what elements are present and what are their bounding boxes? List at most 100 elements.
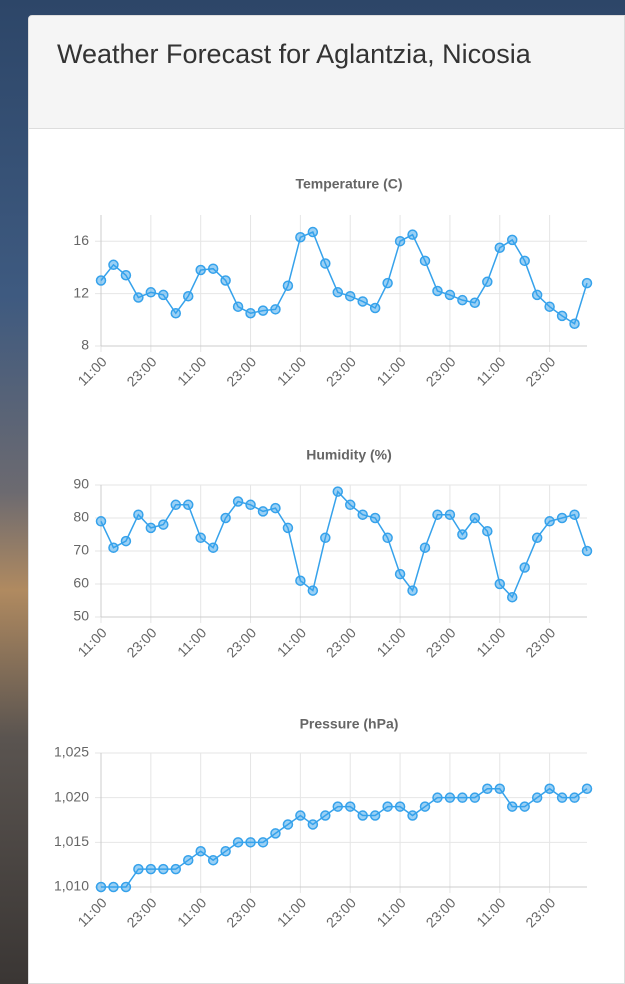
data-point [257, 305, 269, 316]
x-tick-label: 23:00 [323, 894, 359, 930]
data-point [407, 810, 418, 821]
data-point [108, 881, 119, 893]
x-tick-label: 23:00 [423, 624, 459, 660]
data-point [407, 585, 418, 596]
data-point [506, 801, 518, 812]
data-point [531, 792, 543, 803]
data-point [257, 837, 269, 848]
x-tick-label: 11:00 [74, 353, 110, 389]
y-tick-label: 8 [81, 337, 89, 353]
data-point [469, 512, 481, 524]
data-point [457, 294, 468, 306]
data-point [220, 846, 231, 857]
chart-title: Temperature (C) [295, 176, 402, 192]
data-point [170, 499, 182, 511]
data-point [332, 287, 344, 298]
x-tick-label: 23:00 [223, 894, 259, 930]
x-tick-label: 23:00 [522, 624, 558, 660]
x-tick-label: 11:00 [274, 894, 310, 930]
x-tick-label: 23:00 [522, 894, 558, 930]
data-point [195, 532, 206, 544]
data-point [494, 783, 506, 794]
data-point [257, 506, 269, 517]
data-point [245, 308, 256, 319]
data-point [232, 496, 244, 507]
data-point [531, 289, 543, 301]
data-point [158, 289, 169, 301]
data-point [357, 296, 368, 307]
y-tick-label: 16 [73, 232, 89, 248]
data-point [207, 542, 219, 553]
data-point [556, 310, 568, 322]
data-point [369, 810, 381, 821]
data-point [544, 301, 555, 312]
x-tick-label: 11:00 [373, 624, 409, 660]
data-line [101, 787, 588, 888]
data-point [108, 259, 119, 271]
data-point [569, 509, 580, 520]
data-point [320, 258, 331, 269]
data-point [419, 542, 431, 553]
data-point [307, 585, 319, 596]
y-tick-label: 60 [73, 575, 89, 591]
data-point [145, 863, 157, 875]
data-point [382, 532, 393, 544]
data-point [394, 801, 406, 812]
y-tick-label: 1,015 [54, 833, 89, 849]
x-tick-label: 23:00 [223, 353, 259, 389]
data-point [270, 828, 281, 839]
x-tick-label: 11:00 [373, 353, 409, 389]
data-point [357, 509, 368, 520]
x-tick-label: 11:00 [373, 894, 409, 930]
data-point [95, 881, 107, 893]
data-point [382, 801, 393, 812]
data-point [544, 783, 555, 794]
page-title: Weather Forecast for Aglantzia, Nicosia [57, 39, 531, 69]
data-point [182, 499, 194, 511]
data-point [469, 297, 481, 309]
data-point [394, 568, 406, 580]
data-point [369, 302, 381, 314]
data-point [581, 277, 593, 289]
data-point [581, 783, 593, 794]
x-tick-label: 11:00 [174, 624, 210, 660]
data-point [419, 255, 431, 267]
data-point [120, 535, 132, 547]
data-point [207, 263, 219, 274]
data-point [320, 532, 331, 544]
x-tick-label: 11:00 [74, 894, 110, 930]
data-point [220, 512, 231, 524]
data-point [133, 863, 144, 875]
x-tick-label: 23:00 [123, 624, 159, 660]
x-tick-label: 11:00 [473, 353, 509, 389]
data-point [182, 290, 194, 302]
data-point [344, 801, 356, 812]
data-point [95, 516, 107, 527]
data-point [195, 846, 206, 857]
data-point [519, 562, 530, 573]
data-point [158, 519, 169, 530]
data-point [182, 854, 194, 866]
data-point [494, 578, 506, 590]
data-point [556, 792, 568, 803]
data-point [444, 792, 456, 803]
data-point [494, 242, 506, 253]
x-tick-label: 23:00 [522, 353, 558, 389]
data-point [332, 801, 344, 812]
data-point [444, 289, 456, 301]
data-point [120, 270, 132, 281]
y-tick-label: 1,020 [54, 788, 89, 804]
data-point [270, 304, 281, 315]
data-point [382, 277, 393, 289]
data-point [556, 512, 568, 524]
data-point [432, 285, 443, 297]
forecast-panel: Weather Forecast for Aglantzia, Nicosia [28, 15, 625, 984]
x-tick-label: 23:00 [123, 894, 159, 930]
chart-title: Humidity (%) [306, 447, 392, 463]
x-tick-label: 23:00 [123, 353, 159, 389]
x-tick-label: 11:00 [274, 624, 310, 660]
data-point [482, 525, 493, 537]
data-point [432, 792, 443, 803]
data-point [245, 499, 256, 511]
data-point [569, 318, 580, 329]
